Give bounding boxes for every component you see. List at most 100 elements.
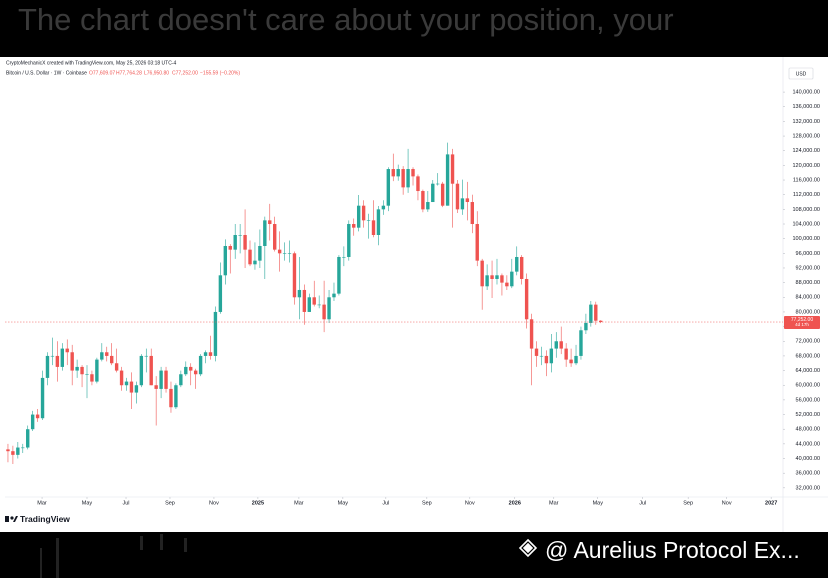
candle-body (361, 205, 366, 221)
candle-body (193, 370, 198, 375)
footer-handle: @ Aurelius Protocol Ex... (545, 537, 800, 563)
candle-body (391, 169, 395, 177)
candle-body (564, 348, 568, 360)
candle-body (436, 183, 440, 185)
x-tick-label: 2027 (765, 500, 777, 506)
candle-body (475, 224, 479, 261)
ohlc-change: −155.59 (−0.20%) (200, 70, 240, 76)
currency: USD (796, 71, 807, 77)
candle-body (124, 381, 129, 386)
candle-body (500, 275, 504, 283)
plot: 32,000.00 36,000.00 40,000.00 44,000.00 48,0… (5, 57, 828, 532)
tv-logo (5, 516, 18, 522)
candle-body (490, 275, 494, 279)
candle-body (574, 355, 578, 364)
y-tick-label: 140,000.00 (792, 90, 820, 96)
candle-body (356, 205, 361, 228)
candle-body (248, 249, 252, 265)
y-tick-label: 68,000.00 (796, 353, 820, 359)
candle-body (317, 304, 321, 306)
x-tick-label: Nov (722, 500, 732, 506)
x-tick-label: Sep (422, 500, 432, 506)
candle-body (445, 154, 450, 206)
candle-body (60, 348, 65, 367)
candle-body (55, 355, 60, 367)
candle-body (342, 256, 346, 258)
y-tick-label: 104,000.00 (792, 221, 820, 227)
candle-body (579, 330, 583, 356)
candle-body (134, 385, 139, 393)
candle-body (450, 154, 455, 184)
candle-body (411, 169, 415, 177)
candle-body (80, 366, 84, 375)
y-tick-label: 136,000.00 (792, 104, 820, 110)
y-tick-label: 80,000.00 (796, 309, 820, 315)
candle-body (223, 245, 228, 276)
candle-body (386, 169, 391, 206)
candle-body (505, 282, 509, 287)
candle-body (169, 388, 173, 408)
bg-shapes (40, 534, 187, 578)
y-tick-label: 124,000.00 (792, 148, 820, 154)
candle-body (327, 297, 331, 320)
candle-body (352, 224, 356, 228)
candle-body (431, 183, 435, 203)
candle-body (26, 429, 30, 448)
x-tick-label: Sep (683, 500, 693, 506)
candle-body (401, 169, 405, 188)
candle-body (371, 220, 376, 236)
candle-body (30, 414, 35, 430)
candle-body (179, 374, 183, 386)
candle-body (258, 245, 262, 261)
candle-body (174, 385, 178, 408)
candle-body (440, 183, 445, 206)
y-tick-label: 48,000.00 (796, 427, 820, 433)
candle-body (233, 235, 237, 250)
candle-body (119, 370, 124, 386)
candle-body (144, 355, 148, 357)
candle-body (109, 355, 114, 364)
candle-body (114, 363, 119, 371)
candle-body (470, 202, 474, 225)
candle-body (253, 260, 257, 265)
x-tick-label: Mar (37, 500, 47, 506)
candle-body (263, 220, 267, 246)
y-tick-label: 32,000.00 (796, 485, 820, 491)
candle-body (559, 341, 563, 349)
y-tick-label: 108,000.00 (792, 207, 820, 213)
candle-body (6, 449, 10, 452)
candle-body (584, 322, 588, 331)
candle-body (366, 220, 371, 221)
candle-body (70, 352, 74, 371)
candle-body (238, 235, 242, 236)
caption: The chart doesn't care about your positi… (18, 2, 674, 37)
candle-body (75, 366, 79, 371)
y-tick-label: 52,000.00 (796, 412, 820, 418)
candle-body (164, 370, 168, 389)
candle-body (426, 202, 430, 210)
x-tick-label: May (593, 500, 604, 506)
candle-body (495, 275, 499, 279)
candle-body (35, 414, 40, 419)
ohlc-low: L76,950.80 (144, 70, 169, 76)
candle-body (534, 348, 539, 356)
ohlc-close: C77,252.00 (172, 70, 198, 76)
x-tick-label: Mar (294, 500, 304, 506)
candle-body (569, 359, 573, 364)
candle-body (307, 297, 311, 312)
candle-body (50, 355, 55, 357)
candle-body (149, 355, 153, 386)
candle-body (421, 191, 425, 210)
x-tick-label: Jul (382, 500, 389, 506)
candle-body (599, 320, 603, 323)
candle-body (65, 348, 69, 353)
credit: CryptoMechanicX created with TradingView… (6, 60, 176, 66)
candle-body (529, 319, 534, 349)
candle-body (228, 245, 232, 250)
candle-body (45, 355, 50, 378)
x-tick-label: Jul (639, 500, 646, 506)
candle-body (90, 374, 94, 382)
candle-body (460, 198, 465, 210)
y-tick-label: 116,000.00 (793, 177, 820, 183)
